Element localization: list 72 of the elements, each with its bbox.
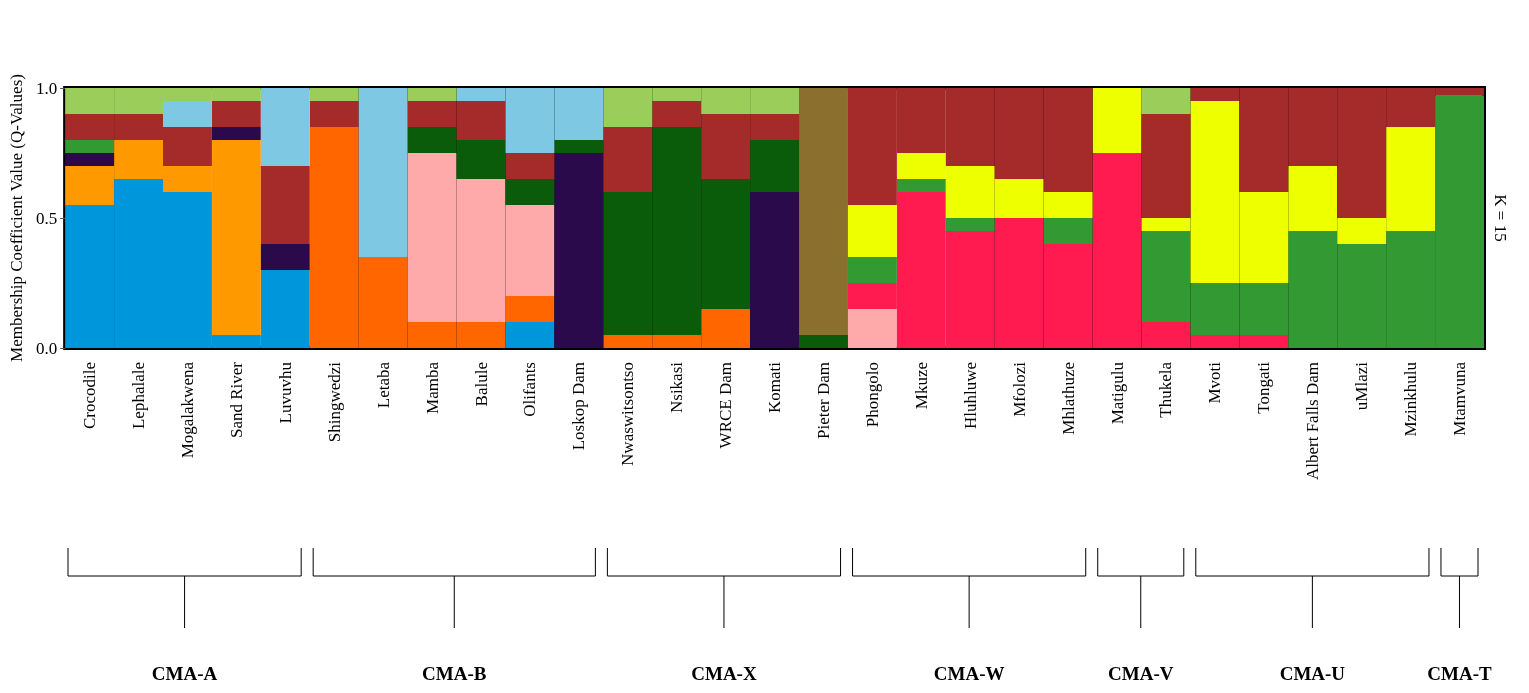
- bar: [309, 88, 359, 101]
- y-tick-label: 0.0: [35, 338, 58, 358]
- bar: [945, 218, 995, 231]
- x-tick-label: Mamba: [422, 361, 442, 414]
- bar: [603, 127, 653, 192]
- bar: [847, 205, 897, 257]
- x-tick-label: Nsikasi: [667, 361, 687, 413]
- bar: [1141, 114, 1191, 218]
- x-tick-label: Komati: [765, 361, 785, 413]
- bar: [211, 127, 261, 140]
- x-tick-label: Mtamvuna: [1450, 361, 1470, 436]
- bar: [505, 322, 555, 348]
- text: CMA-B: [422, 663, 487, 684]
- text: CMA-T: [1427, 663, 1492, 684]
- x-tick-label: Hluhluwe: [960, 362, 980, 430]
- bar: [260, 166, 310, 244]
- x-tick-label: uMlazi: [1352, 361, 1372, 411]
- bar: [309, 101, 359, 127]
- bar: [358, 88, 408, 257]
- x-tick-label: Olifants: [520, 362, 540, 417]
- x-tick-label: Letaba: [373, 361, 393, 409]
- text: CMA-V: [1108, 663, 1174, 684]
- x-tick-label: Shingwedzi: [324, 361, 344, 443]
- bar: [163, 101, 212, 127]
- y-tick-label: 0.5: [35, 208, 58, 228]
- bar: [554, 140, 604, 153]
- x-tick-label: WRCE Dam: [716, 362, 736, 449]
- bar: [505, 153, 555, 179]
- bar: [260, 88, 310, 166]
- text: CMA-U: [1279, 663, 1346, 684]
- bar: [505, 179, 555, 205]
- bar: [799, 88, 848, 335]
- x-tick-label: Nwaswitsontso: [618, 362, 638, 466]
- x-tick-label: Thukela: [1156, 361, 1176, 418]
- x-tick-label: Balule: [471, 362, 491, 407]
- x-tick-label: Crocodile: [80, 362, 100, 430]
- bar: [407, 88, 457, 101]
- bar: [847, 257, 897, 283]
- bar: [505, 296, 555, 322]
- x-tick-label: Mfolozi: [1009, 361, 1029, 417]
- x-tick-label: Loskop Dam: [569, 362, 589, 451]
- x-tick-label: Mhlathuze: [1058, 362, 1078, 435]
- text: K = 15: [1490, 194, 1510, 242]
- bar: [65, 140, 115, 153]
- bar: [65, 153, 115, 166]
- text: CMA-X: [691, 663, 757, 684]
- x-tick-label: Albert Falls Dam: [1303, 362, 1323, 481]
- bar: [260, 244, 310, 270]
- bar: [554, 153, 604, 348]
- x-tick-label: Pieter Dam: [814, 362, 833, 439]
- x-tick-label: Lephalale: [129, 362, 149, 430]
- y-tick-label: 1.0: [35, 78, 58, 98]
- text: CMA-W: [933, 663, 1005, 684]
- x-tick-label: Phongolo: [862, 362, 882, 428]
- bar: [1092, 88, 1142, 153]
- bar: [211, 101, 261, 127]
- x-tick-label: Tongati: [1254, 361, 1274, 414]
- text: CMA-A: [151, 663, 218, 684]
- bar: [750, 192, 800, 348]
- bar: [799, 335, 848, 348]
- x-tick-label: Mvoti: [1205, 361, 1225, 404]
- bar: [1043, 218, 1093, 244]
- y-axis-title: Membership Coefficient Value (Q-Values): [7, 74, 26, 362]
- x-tick-label: Sand River: [226, 361, 246, 439]
- x-tick-label: Mzinkhulu: [1401, 361, 1421, 437]
- bar: [896, 179, 946, 192]
- bar: [847, 309, 897, 348]
- bar: [1141, 88, 1191, 114]
- x-tick-label: Mogalakwena: [177, 361, 197, 459]
- x-tick-label: Matigulu: [1107, 361, 1127, 425]
- x-tick-label: Luvuvhu: [275, 361, 295, 424]
- x-tick-label: Mkuze: [911, 362, 931, 410]
